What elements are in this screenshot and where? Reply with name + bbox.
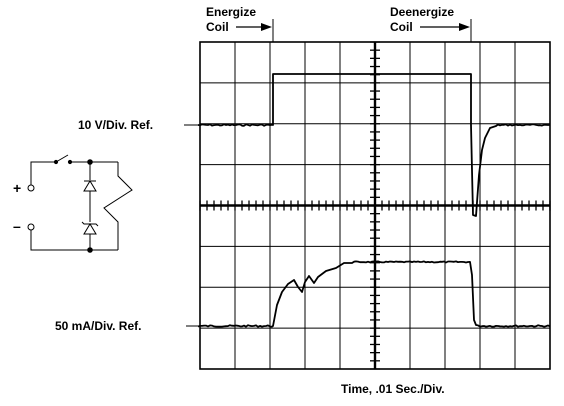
time-scale-label: Time, .01 Sec./Div. (341, 382, 445, 396)
voltage-ref-label: 10 V/Div. Ref. (78, 118, 153, 132)
switch (55, 154, 69, 163)
energize-label-line1: Energize (206, 5, 256, 19)
energize-label-line2: Coil (206, 20, 229, 34)
deenergize-label-line1: Deenergize (390, 5, 454, 19)
minus-terminal-label: – (13, 218, 21, 234)
oscilloscope-graticule (199, 41, 551, 370)
energize-arrow (236, 23, 272, 31)
minus-terminal (27, 223, 35, 231)
coil-suppression-circuit: + – (13, 154, 133, 253)
voltage-trace (197, 73, 551, 217)
current-trace (197, 260, 551, 328)
zener-diode (83, 223, 97, 235)
current-ref-label: 50 mA/Div. Ref. (55, 319, 141, 333)
plus-terminal-label: + (13, 180, 21, 196)
deenergize-arrow (420, 23, 470, 31)
relay-coil (103, 162, 133, 250)
plus-terminal (27, 184, 35, 192)
deenergize-label-line2: Coil (390, 20, 413, 34)
oscilloscope-traces (197, 73, 551, 328)
diode (83, 180, 97, 192)
